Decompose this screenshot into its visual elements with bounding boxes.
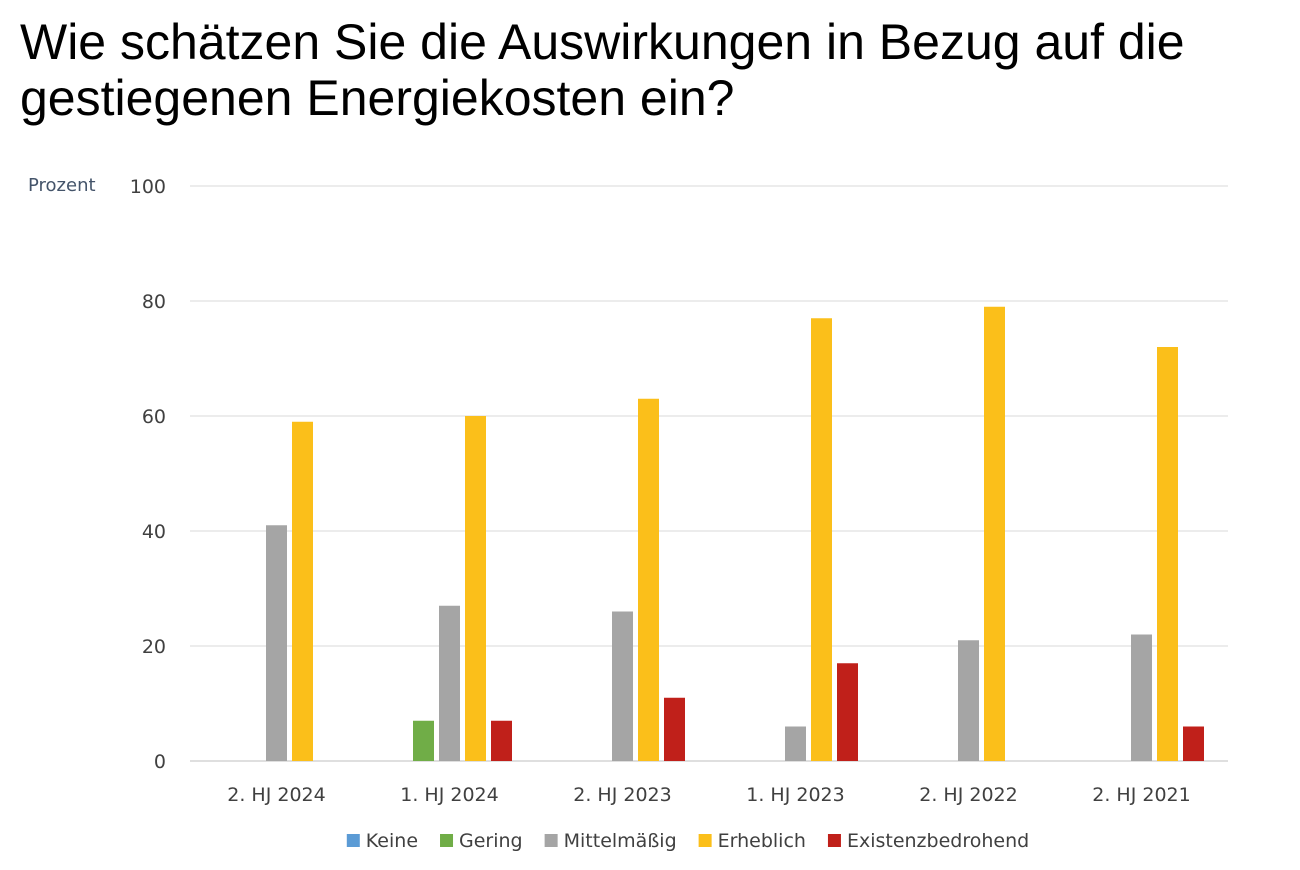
x-tick-label: 2. HJ 2023 <box>573 784 671 806</box>
gridlines <box>190 185 1228 762</box>
legend-entry: Keine <box>366 830 418 852</box>
x-tick-label: 2. HJ 2021 <box>1092 784 1190 806</box>
bar <box>491 720 512 761</box>
bar <box>1183 726 1204 761</box>
legend-entry: Erheblich <box>718 830 806 852</box>
bar <box>664 697 685 761</box>
legend-entry: Mittelmäßig <box>564 830 677 852</box>
x-tick-label: 1. HJ 2023 <box>746 784 844 806</box>
bar <box>292 421 313 761</box>
bar <box>638 398 659 761</box>
legend: Keine Gering Mittelmäßig Erheblich Existenzb… <box>346 830 1029 852</box>
legend-swatch <box>440 834 454 847</box>
legend-swatch <box>698 834 712 847</box>
bar <box>439 605 460 761</box>
bar <box>612 611 633 761</box>
bar <box>837 663 858 761</box>
chart-title: Wie schätzen Sie die Auswirkungen in Bez… <box>20 14 1185 126</box>
legend-entry: Existenzbedrohend <box>847 830 1029 852</box>
bar <box>1157 347 1178 761</box>
bar <box>958 640 979 761</box>
y-tick-label: 80 <box>142 291 166 313</box>
bars <box>266 306 1204 761</box>
legend-entry: Gering <box>459 830 523 852</box>
bar <box>266 525 287 761</box>
y-tick-label: 100 <box>130 176 166 198</box>
y-tick-label: 40 <box>142 521 166 543</box>
y-tick-label: 0 <box>154 751 166 773</box>
y-tick-label: 20 <box>142 636 166 658</box>
bar <box>1131 634 1152 761</box>
legend-swatch <box>544 834 558 847</box>
x-tick-label: 2. HJ 2022 <box>919 784 1017 806</box>
legend-swatch <box>827 834 841 847</box>
bar <box>785 726 806 761</box>
x-tick-label: 1. HJ 2024 <box>400 784 498 806</box>
y-axis: 0 20 40 60 80 100 <box>130 176 166 773</box>
y-tick-label: 60 <box>142 406 166 428</box>
legend-swatch <box>346 834 360 847</box>
y-axis-label: Prozent <box>28 175 96 196</box>
bar <box>465 416 486 761</box>
bar <box>413 720 434 761</box>
bar <box>811 318 832 761</box>
x-axis: 2. HJ 2024 1. HJ 2024 2. HJ 2023 1. HJ 2023… <box>227 784 1190 806</box>
x-tick-label: 2. HJ 2024 <box>227 784 325 806</box>
bar <box>984 306 1005 761</box>
